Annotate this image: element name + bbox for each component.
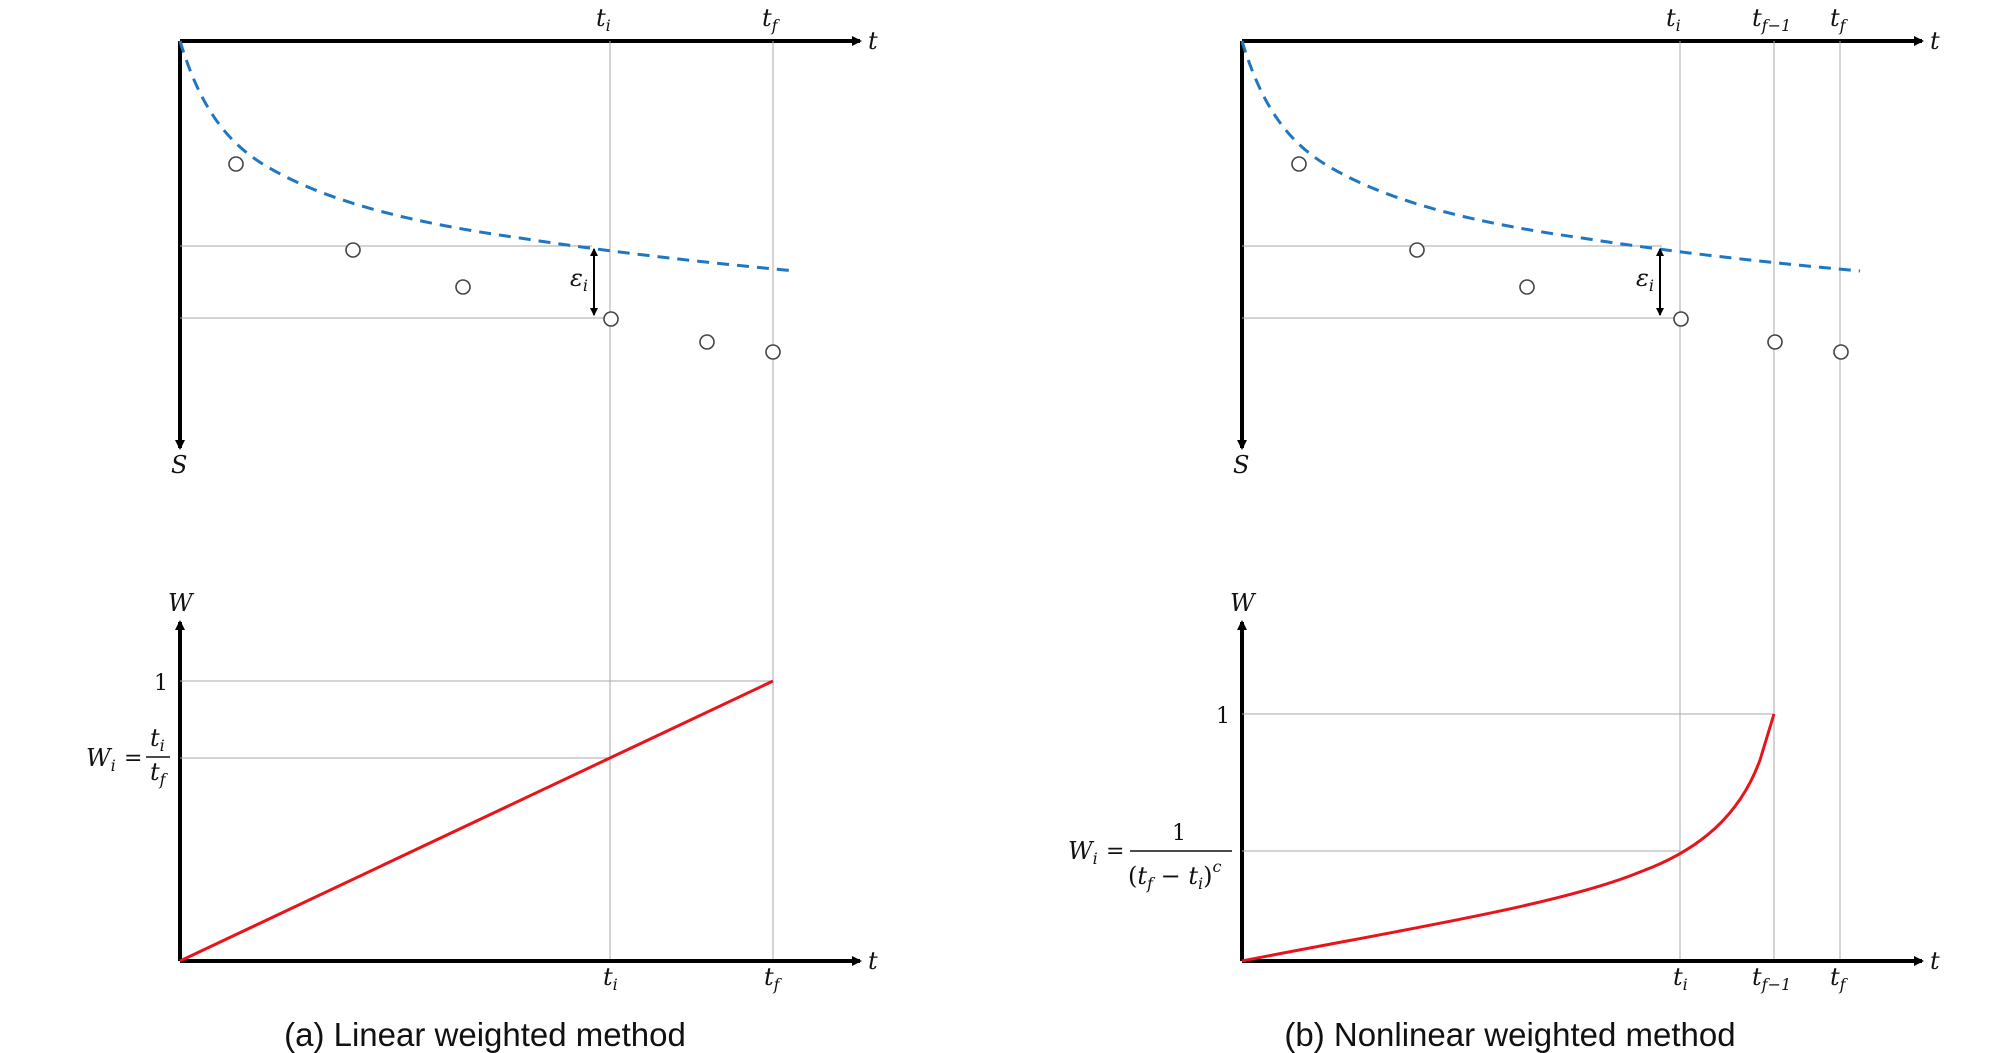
observed-point: [1409, 242, 1425, 258]
observed-point: [345, 242, 361, 258]
caption-b: (b) Nonlinear weighted method: [1284, 1016, 1735, 1053]
w-one-label: 1: [154, 671, 168, 696]
bottom-time-axis-label: t: [1930, 947, 1940, 975]
error-label: εi: [570, 264, 588, 295]
tick-tf-top: tf: [1830, 4, 1849, 35]
error-label: εi: [1636, 264, 1654, 295]
formula-numerator: 1: [1172, 821, 1186, 846]
observed-point: [1767, 334, 1783, 350]
tick-ti-top: ti: [596, 4, 611, 35]
observed-point: [1291, 156, 1307, 172]
weight-axis-label: W: [168, 589, 195, 617]
top-time-axis-label: t: [1930, 27, 1940, 55]
observed-point: [1673, 311, 1689, 327]
formula-lhs: Wi: [1068, 837, 1098, 868]
fitted-settlement-curve: [178, 40, 796, 273]
observed-point: [1519, 279, 1535, 295]
formula-denominator: (tf − ti)c: [1128, 857, 1221, 893]
panel-a: t S ti tf εi W t 1 Wi: [86, 4, 878, 1053]
observed-point: [603, 311, 619, 327]
observed-point: [228, 156, 244, 172]
formula-denominator: tf: [150, 758, 169, 789]
top-time-axis-label: t: [868, 27, 878, 55]
settlement-axis-label: S: [1233, 451, 1249, 479]
tick-tf1-bottom: tf−1: [1752, 963, 1791, 994]
formula-equals: =: [124, 746, 142, 771]
formula-numerator: ti: [150, 724, 165, 755]
tick-tf1-top: tf−1: [1752, 4, 1791, 35]
tick-tf-top: tf: [762, 4, 781, 35]
bottom-time-axis-label: t: [868, 947, 878, 975]
w-one-label: 1: [1216, 704, 1230, 729]
tick-tf-bottom: tf: [1830, 963, 1849, 994]
panel-b: t S ti tf−1 tf εi W t 1 Wi = 1 (t: [1068, 4, 1940, 1053]
fitted-settlement-curve: [1240, 40, 1861, 273]
linear-weight-formula: Wi = ti tf: [86, 724, 170, 789]
caption-a: (a) Linear weighted method: [284, 1016, 686, 1053]
observed-point: [765, 344, 781, 360]
weight-axis-label: W: [1230, 589, 1257, 617]
tick-tf-bottom: tf: [764, 963, 783, 994]
observed-point: [699, 334, 715, 350]
tick-ti-bottom: ti: [603, 963, 618, 994]
observed-point: [1833, 344, 1849, 360]
observed-point: [455, 279, 471, 295]
settlement-axis-label: S: [171, 451, 187, 479]
linear-weight-line: [179, 679, 774, 963]
nonlinear-weight-formula: Wi = 1 (tf − ti)c: [1068, 821, 1232, 893]
formula-lhs: Wi: [86, 744, 116, 775]
tick-ti-top: ti: [1666, 4, 1681, 35]
tick-ti-bottom: ti: [1673, 963, 1688, 994]
formula-equals: =: [1106, 839, 1124, 864]
nonlinear-weight-curve: [1241, 713, 1776, 963]
